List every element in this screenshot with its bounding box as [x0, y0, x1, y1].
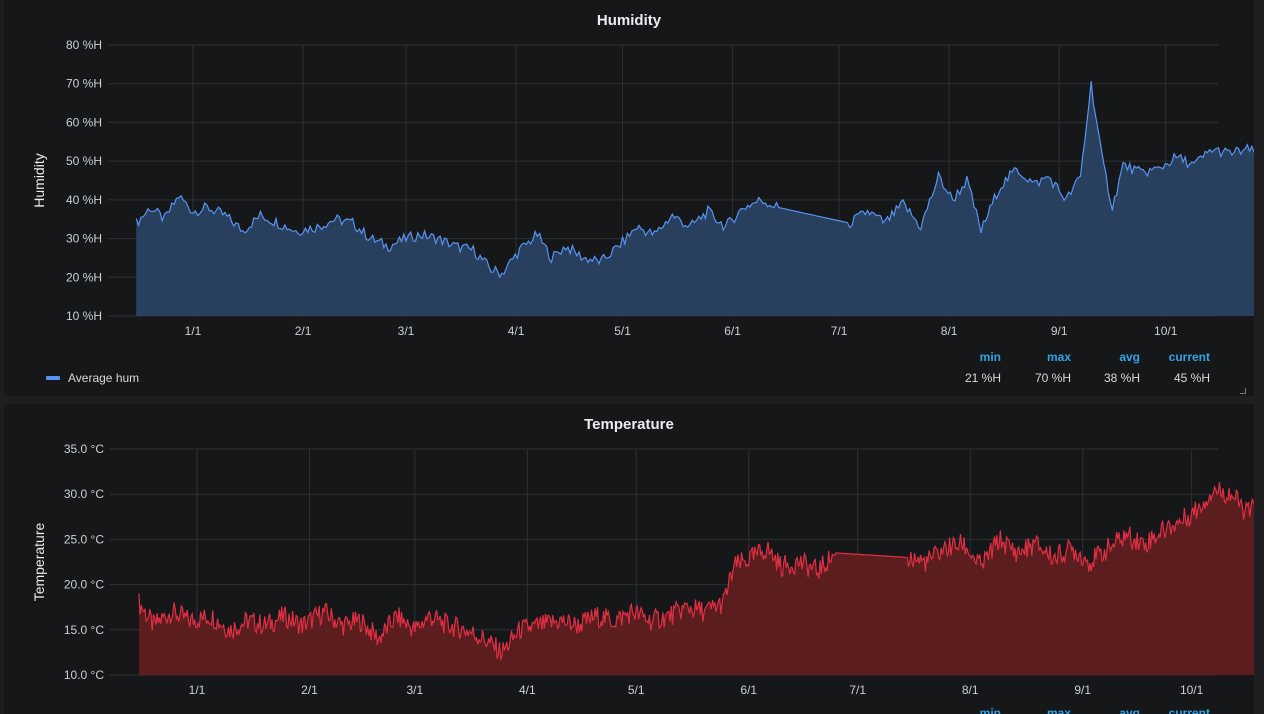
x-tick-label: 9/1: [1051, 324, 1068, 338]
y-tick-label: 40 %H: [66, 193, 102, 207]
x-tick-label: 6/1: [740, 683, 757, 697]
x-tick-label: 2/1: [301, 683, 318, 697]
stat-header-max[interactable]: max: [1046, 706, 1071, 714]
x-tick-label: 8/1: [962, 683, 979, 697]
stat-header-avg[interactable]: avg: [1119, 350, 1140, 364]
stat-value-min: 21 %H: [964, 371, 1001, 385]
stat-header-avg[interactable]: avg: [1119, 706, 1140, 714]
y-tick-label: 30.0 °C: [64, 487, 104, 501]
series-area: [138, 482, 1254, 675]
x-tick-label: 1/1: [185, 324, 202, 338]
humidity-chart[interactable]: 80 %H 70 %H 60 %H 50 %H 40 %H 30 %H 20 %H 10 %H…: [4, 0, 1254, 396]
temperature-title: Temperature: [584, 416, 674, 433]
stat-header-current[interactable]: current: [1168, 350, 1210, 364]
humidity-panel: Humidity 80 %H 70 %H 60 %H 50 %H 40 %H 30 %H 2…: [4, 0, 1254, 396]
x-tick-label: 9/1: [1074, 683, 1091, 697]
y-tick-label: 20.0 °C: [64, 578, 104, 592]
stat-value-current: 45 %H: [1173, 371, 1210, 385]
temperature-chart[interactable]: 35.0 °C 30.0 °C 25.0 °C 20.0 °C 15.0 °C 10.0 …: [4, 404, 1254, 714]
stat-value-avg: 38 %H: [1103, 371, 1140, 385]
stat-header-min[interactable]: min: [979, 706, 1001, 714]
stat-header-max[interactable]: max: [1046, 350, 1071, 364]
y-tick-label: 25.0 °C: [64, 532, 104, 546]
x-tick-label: 2/1: [295, 324, 312, 338]
y-tick-label: 10 %H: [66, 309, 102, 323]
stat-value-max: 70 %H: [1034, 371, 1071, 385]
legend-average-hum[interactable]: Average hum: [46, 371, 139, 385]
x-tick-label: 10/1: [1154, 324, 1178, 338]
x-tick-label: 3/1: [406, 683, 423, 697]
legend-swatch: [46, 376, 60, 380]
y-tick-label: 20 %H: [66, 270, 102, 284]
y-tick-label: 60 %H: [66, 115, 102, 129]
y-tick-label: 50 %H: [66, 154, 102, 168]
x-tick-label: 8/1: [941, 324, 958, 338]
stat-header-current[interactable]: current: [1168, 706, 1210, 714]
stat-header-min[interactable]: min: [979, 350, 1001, 364]
x-tick-label: 5/1: [628, 683, 645, 697]
temperature-panel: Temperature 35.0 °C 30.0 °C 25.0 °C 20.0 °C…: [4, 404, 1254, 714]
x-tick-label: 6/1: [724, 324, 741, 338]
x-tick-label: 1/1: [189, 683, 206, 697]
y-tick-label: 35.0 °C: [64, 442, 104, 456]
series-area: [136, 81, 1254, 316]
x-tick-label: 3/1: [398, 324, 415, 338]
y-axis-title: Temperature: [31, 522, 47, 601]
y-tick-label: 80 %H: [66, 38, 102, 52]
x-tick-label: 7/1: [849, 683, 866, 697]
series-line[interactable]: [138, 482, 1254, 661]
y-tick-label: 10.0 °C: [64, 668, 104, 682]
x-tick-label: 4/1: [508, 324, 525, 338]
x-tick-label: 5/1: [614, 324, 631, 338]
humidity-title: Humidity: [596, 12, 662, 29]
y-axis-title: Humidity: [31, 153, 47, 207]
legend-label: Average hum: [68, 371, 140, 385]
x-tick-label: 4/1: [519, 683, 536, 697]
x-tick-label: 10/1: [1180, 683, 1204, 697]
x-tick-label: 7/1: [831, 324, 848, 338]
y-tick-label: 30 %H: [66, 232, 102, 246]
resize-handle[interactable]: [1240, 388, 1246, 394]
y-tick-label: 70 %H: [66, 77, 102, 91]
y-tick-label: 15.0 °C: [64, 623, 104, 637]
series-line[interactable]: [135, 81, 1254, 279]
